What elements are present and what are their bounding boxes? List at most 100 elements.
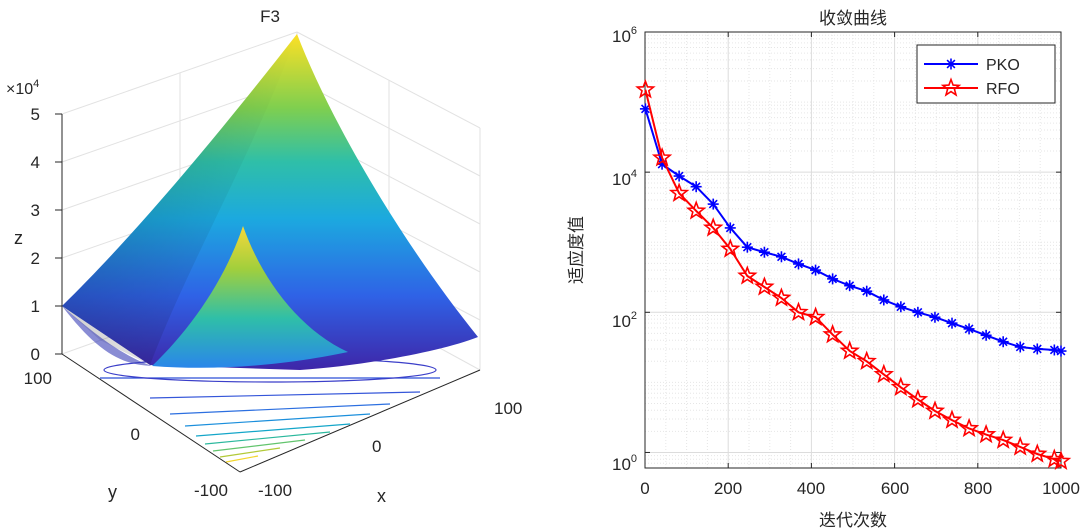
data-point	[941, 409, 963, 429]
data-point	[912, 306, 924, 318]
data-point	[1014, 341, 1026, 353]
x-tick-label: 800	[964, 479, 992, 498]
x-tick-label: 1000	[1042, 479, 1080, 498]
z-tick-label: 2	[31, 249, 40, 268]
data-point	[775, 251, 787, 263]
legend-pko-marker	[945, 58, 957, 70]
left-title: F3	[260, 7, 280, 26]
data-point	[635, 78, 656, 99]
data-point	[673, 170, 685, 182]
data-point	[861, 285, 873, 297]
data-point	[997, 336, 1009, 348]
data-point	[758, 246, 770, 258]
data-point	[839, 340, 861, 360]
data-point	[958, 417, 980, 438]
data-point	[1009, 436, 1031, 456]
data-point	[685, 200, 707, 220]
x-tick-labels: 0 200 400 600 800 1000	[640, 479, 1080, 498]
series-pko	[639, 103, 1067, 357]
z-tick-label: 1	[31, 297, 40, 316]
axis-lines	[55, 113, 481, 473]
y-axis-label: y	[108, 482, 117, 502]
legend-rfo-marker	[940, 77, 962, 97]
data-point	[822, 323, 843, 344]
y-axis-label: 适应度值	[567, 216, 587, 284]
x-tick-label: 0	[372, 437, 381, 456]
legend-rfo-label: RFO	[986, 81, 1020, 98]
data-point	[992, 429, 1014, 449]
x-axis-label: x	[377, 486, 386, 506]
series-layer	[635, 78, 1072, 470]
legend-marker	[945, 58, 957, 70]
data-point	[793, 258, 805, 270]
right-title: 收敛曲线	[819, 9, 887, 29]
z-multiplier: ×104	[6, 78, 39, 98]
data-point	[741, 241, 753, 253]
z-axis-label: z	[14, 228, 23, 248]
minor-grid	[645, 32, 1061, 469]
y-tick-label: -100	[194, 481, 228, 500]
ticks	[644, 32, 1062, 468]
data-point	[702, 217, 724, 237]
x-tick-label: -100	[258, 481, 292, 500]
x-tick-label: 200	[714, 479, 742, 498]
data-point	[946, 317, 958, 329]
data-point	[907, 388, 929, 409]
legend-box	[916, 44, 1056, 104]
data-point	[1050, 450, 1072, 470]
x-tick-labels: -100 0 100	[258, 399, 522, 500]
data-point	[668, 182, 690, 202]
z-tick-label: 3	[31, 201, 40, 220]
y-tick-label: 100	[612, 453, 637, 474]
x-tick-label: 100	[494, 399, 522, 418]
x-tick-label: 400	[797, 479, 825, 498]
legend: PKO RFO	[916, 44, 1056, 104]
surface-front	[152, 226, 348, 368]
y-tick-label: 106	[612, 25, 637, 46]
data-point	[924, 400, 946, 420]
data-point	[1027, 443, 1048, 463]
z-tick-label: 5	[31, 105, 40, 124]
data-point	[651, 146, 673, 167]
data-point	[963, 323, 975, 335]
data-point	[975, 423, 997, 444]
x-axis-label: 迭代次数	[819, 511, 887, 528]
y-tick-label: 0	[131, 425, 140, 444]
convergence-chart: 0 200 400 600 800 1000 100 102 104 106 收…	[567, 9, 1080, 528]
data-point	[810, 264, 822, 276]
y-tick-label: 102	[612, 310, 637, 331]
y-tick-labels: 100 0 -100	[24, 369, 228, 500]
y-tick-label: 104	[612, 168, 637, 189]
data-point	[873, 363, 895, 384]
data-point	[890, 376, 912, 397]
data-point	[929, 311, 941, 323]
data-point	[805, 306, 826, 326]
series-line	[644, 89, 1062, 463]
data-point	[1031, 343, 1043, 355]
y-tick-labels: 100 102 104 106	[612, 25, 637, 474]
data-point	[856, 350, 877, 371]
y-tick-label: 100	[24, 369, 52, 388]
plot-frame	[644, 31, 1062, 469]
legend-marker	[940, 77, 962, 97]
data-point	[827, 273, 839, 285]
legend-pko-label: PKO	[986, 57, 1020, 74]
data-point	[980, 329, 992, 341]
data-point	[724, 222, 736, 234]
z-tick-label: 0	[31, 345, 40, 364]
data-point	[1055, 345, 1067, 357]
data-point	[895, 301, 907, 313]
surface-chart: F3 ×104 5 4 3 2 1 0 z 100 0 -100 y -100 …	[6, 7, 522, 506]
data-point	[754, 276, 775, 296]
data-point	[844, 280, 856, 292]
data-point	[771, 287, 792, 307]
data-point	[720, 238, 741, 258]
data-point	[737, 265, 758, 285]
z-tick-label: 4	[31, 153, 40, 172]
floor-contours	[100, 357, 440, 463]
z-tick-labels: 5 4 3 2 1 0	[31, 105, 40, 364]
data-point	[707, 198, 719, 210]
data-point	[788, 301, 809, 322]
data-point	[878, 294, 890, 306]
series-line	[644, 108, 1062, 352]
